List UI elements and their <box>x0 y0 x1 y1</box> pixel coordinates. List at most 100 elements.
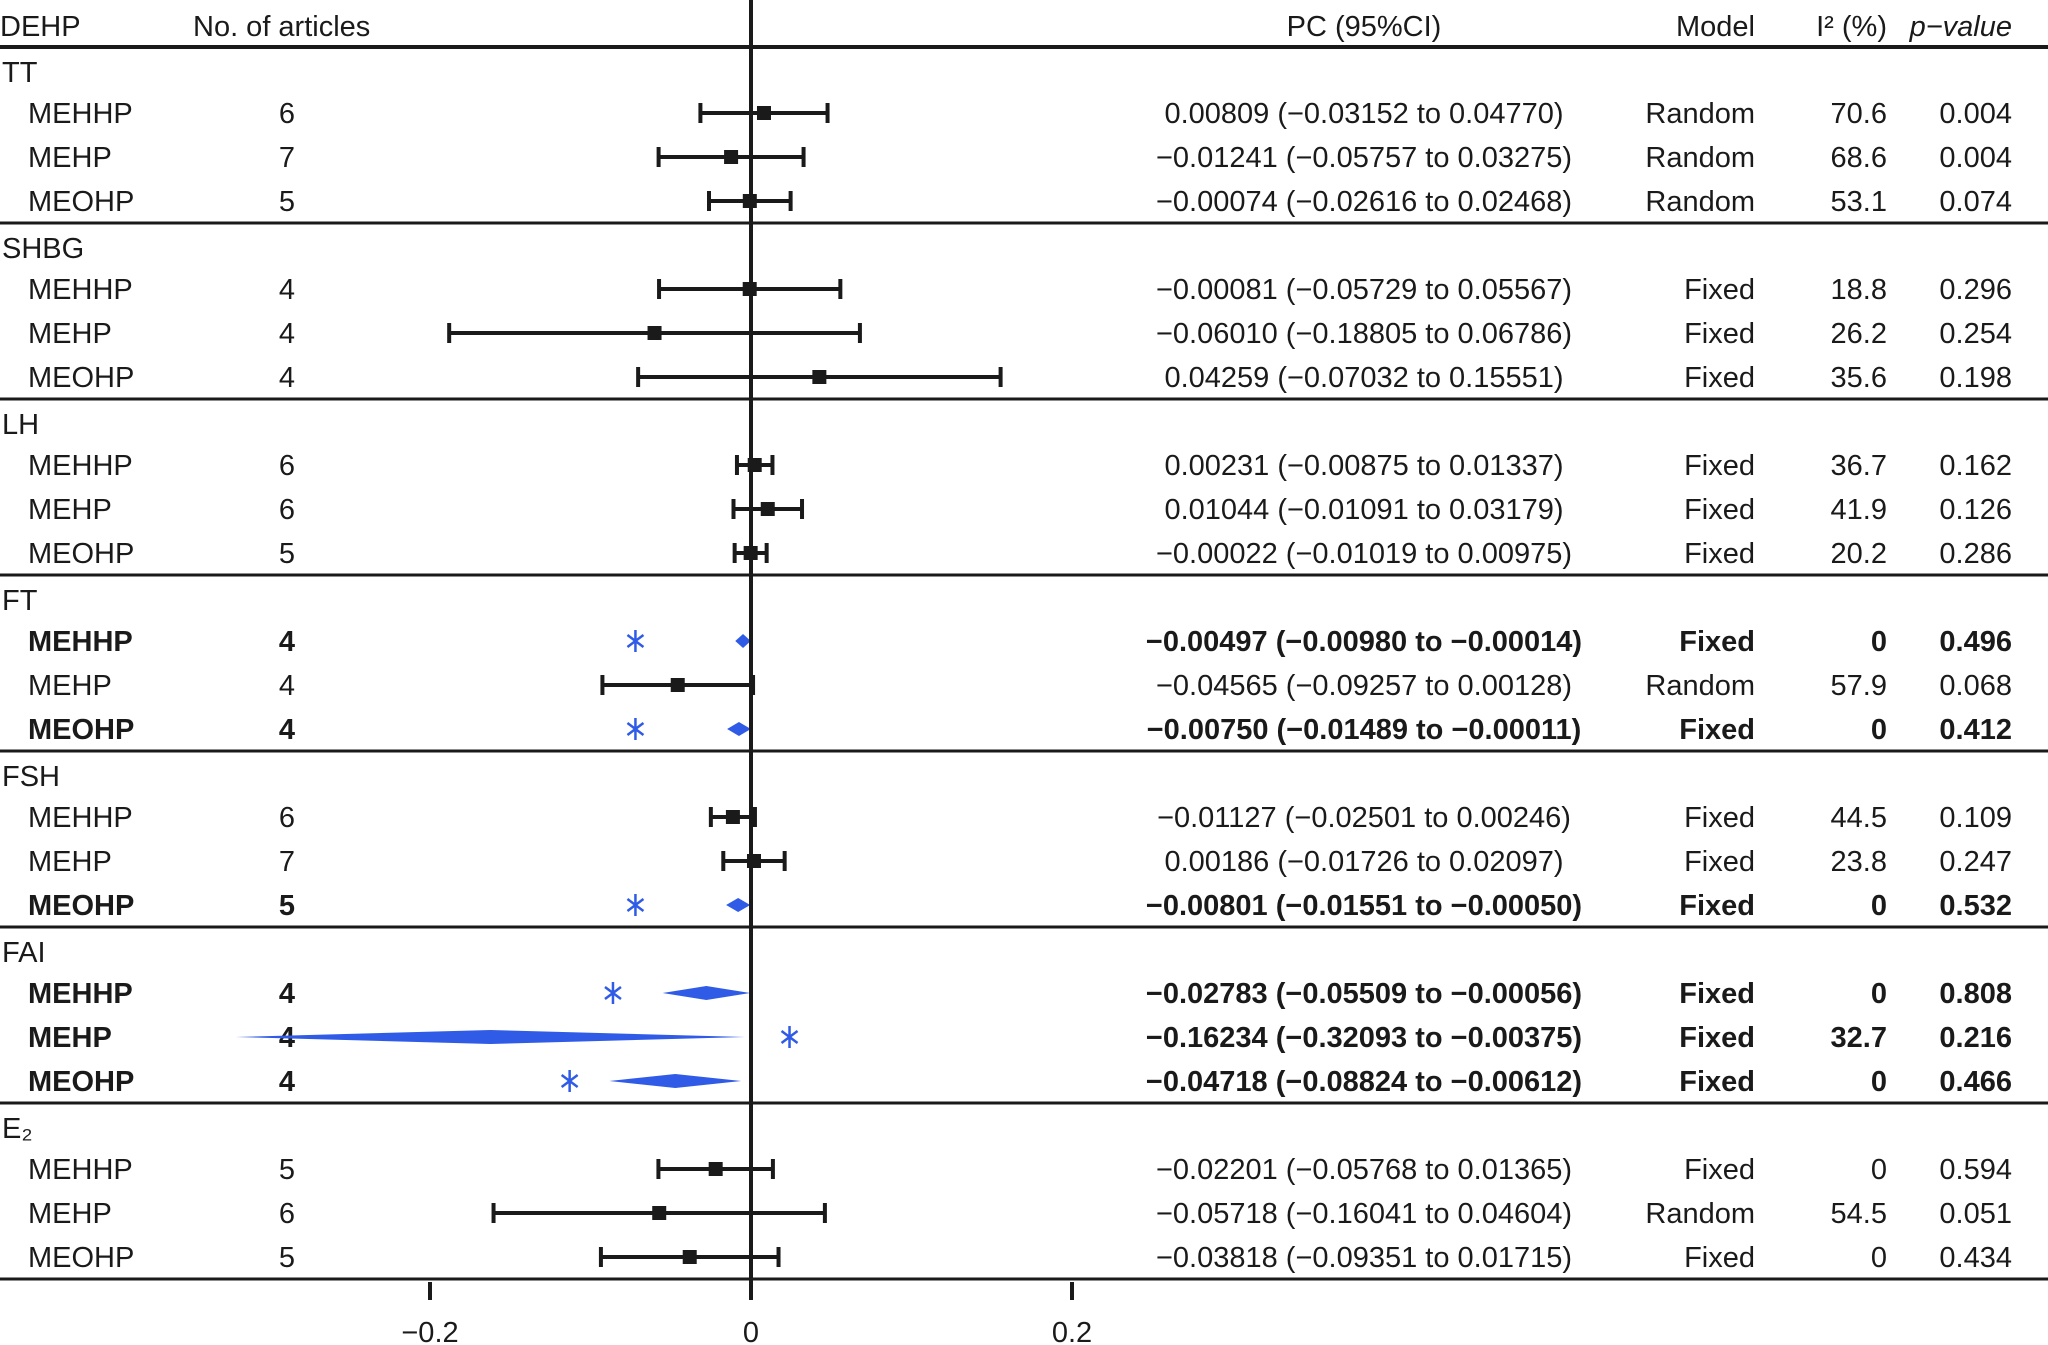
header-no-of-articles: No. of articles <box>193 11 370 43</box>
row-articles: 5 <box>279 186 295 218</box>
summary-diamond <box>609 1074 742 1088</box>
row-i2: 0 <box>1871 626 1887 658</box>
row-model: Fixed <box>1684 538 1755 570</box>
row-i2: 0 <box>1871 978 1887 1010</box>
row-p-value: 0.051 <box>1939 1198 2012 1230</box>
row-i2: 0 <box>1871 1154 1887 1186</box>
row-model: Fixed <box>1684 494 1755 526</box>
row-model: Fixed <box>1679 626 1755 658</box>
significance-star <box>604 982 622 1004</box>
row-model: Random <box>1645 186 1755 218</box>
significance-star <box>626 718 645 740</box>
row-pc-ci: −0.06010 (−0.18805 to 0.06786) <box>1156 318 1572 350</box>
row-p-value: 0.126 <box>1939 494 2012 526</box>
summary-diamond <box>726 898 751 912</box>
summary-diamond <box>662 986 751 1000</box>
row-articles: 5 <box>279 890 295 922</box>
row-p-value: 0.532 <box>1939 890 2012 922</box>
row-model: Fixed <box>1684 1154 1755 1186</box>
row-i2: 20.2 <box>1831 538 1887 570</box>
group-label: FSH <box>2 761 60 793</box>
row-i2: 26.2 <box>1831 318 1887 350</box>
row-name: MEOHP <box>28 714 134 746</box>
row-p-value: 0.109 <box>1939 802 2012 834</box>
row-p-value: 0.216 <box>1939 1022 2012 1054</box>
row-pc-ci: 0.00186 (−0.01726 to 0.02097) <box>1164 846 1563 878</box>
row-model: Fixed <box>1684 846 1755 878</box>
row-p-value: 0.434 <box>1939 1242 2012 1274</box>
row-model: Random <box>1645 98 1755 130</box>
row-name: MEHHP <box>28 978 133 1010</box>
row-pc-ci: 0.01044 (−0.01091 to 0.03179) <box>1164 494 1563 526</box>
row-i2: 0 <box>1871 714 1887 746</box>
row-pc-ci: 0.04259 (−0.07032 to 0.15551) <box>1164 362 1563 394</box>
group-label: LH <box>2 409 39 441</box>
row-articles: 4 <box>279 714 295 746</box>
group-label: SHBG <box>2 233 84 265</box>
row-articles: 7 <box>279 142 295 174</box>
row-model: Fixed <box>1684 1242 1755 1274</box>
row-i2: 41.9 <box>1831 494 1887 526</box>
row-articles: 6 <box>279 450 295 482</box>
summary-diamond <box>727 722 751 736</box>
group-label: E₂ <box>2 1113 33 1145</box>
row-name: MEHP <box>28 494 112 526</box>
significance-star <box>626 894 645 916</box>
row-model: Fixed <box>1679 890 1755 922</box>
row-articles: 4 <box>279 318 295 350</box>
row-p-value: 0.162 <box>1939 450 2012 482</box>
row-name: MEHHP <box>28 626 133 658</box>
row-articles: 6 <box>279 802 295 834</box>
row-p-value: 0.594 <box>1939 1154 2012 1186</box>
row-p-value: 0.496 <box>1939 626 2012 658</box>
group-label: FT <box>2 585 38 617</box>
row-i2: 18.8 <box>1831 274 1887 306</box>
row-model: Fixed <box>1679 978 1755 1010</box>
row-name: MEHP <box>28 670 112 702</box>
row-articles: 4 <box>279 274 295 306</box>
row-i2: 35.6 <box>1831 362 1887 394</box>
row-pc-ci: −0.04565 (−0.09257 to 0.00128) <box>1156 670 1572 702</box>
row-pc-ci: 0.00231 (−0.00875 to 0.01337) <box>1164 450 1563 482</box>
row-i2: 70.6 <box>1831 98 1887 130</box>
row-p-value: 0.004 <box>1939 98 2012 130</box>
point-estimate <box>670 678 685 692</box>
row-p-value: 0.808 <box>1939 978 2012 1010</box>
row-pc-ci: −0.04718 (−0.08824 to −0.00612) <box>1146 1066 1582 1098</box>
point-estimate <box>756 106 771 120</box>
row-name: MEHP <box>28 318 112 350</box>
group-label: FAI <box>2 937 46 969</box>
row-i2: 0 <box>1871 1066 1887 1098</box>
row-model: Random <box>1645 670 1755 702</box>
row-model: Random <box>1645 1198 1755 1230</box>
row-pc-ci: −0.01127 (−0.02501 to 0.00246) <box>1157 802 1571 834</box>
row-pc-ci: −0.05718 (−0.16041 to 0.04604) <box>1156 1198 1572 1230</box>
row-i2: 54.5 <box>1831 1198 1887 1230</box>
row-pc-ci: −0.03818 (−0.09351 to 0.01715) <box>1156 1242 1572 1274</box>
row-i2: 32.7 <box>1831 1022 1887 1054</box>
row-pc-ci: −0.00022 (−0.01019 to 0.00975) <box>1156 538 1572 570</box>
row-model: Random <box>1645 142 1755 174</box>
point-estimate <box>760 502 775 516</box>
row-name: MEOHP <box>28 186 134 218</box>
row-p-value: 0.074 <box>1939 186 2012 218</box>
row-model: Fixed <box>1684 318 1755 350</box>
row-name: MEHHP <box>28 802 133 834</box>
x-axis-tick-label: 0.2 <box>1052 1317 1092 1345</box>
row-i2: 53.1 <box>1831 186 1887 218</box>
x-axis-tick-label: 0 <box>743 1317 759 1345</box>
row-pc-ci: −0.00497 (−0.00980 to −0.00014) <box>1146 626 1582 658</box>
row-articles: 5 <box>279 1154 295 1186</box>
point-estimate <box>652 1206 667 1220</box>
row-p-value: 0.004 <box>1939 142 2012 174</box>
row-pc-ci: −0.01241 (−0.05757 to 0.03275) <box>1156 142 1572 174</box>
header-pc-ci: PC (95%CI) <box>1287 11 1442 43</box>
row-name: MEOHP <box>28 362 134 394</box>
row-name: MEHP <box>28 1198 112 1230</box>
row-articles: 4 <box>279 1066 295 1098</box>
row-pc-ci: −0.00081 (−0.05729 to 0.05567) <box>1156 274 1572 306</box>
row-p-value: 0.247 <box>1939 846 2012 878</box>
group-label: TT <box>2 57 38 89</box>
row-p-value: 0.466 <box>1939 1066 2012 1098</box>
row-pc-ci: −0.00074 (−0.02616 to 0.02468) <box>1156 186 1572 218</box>
